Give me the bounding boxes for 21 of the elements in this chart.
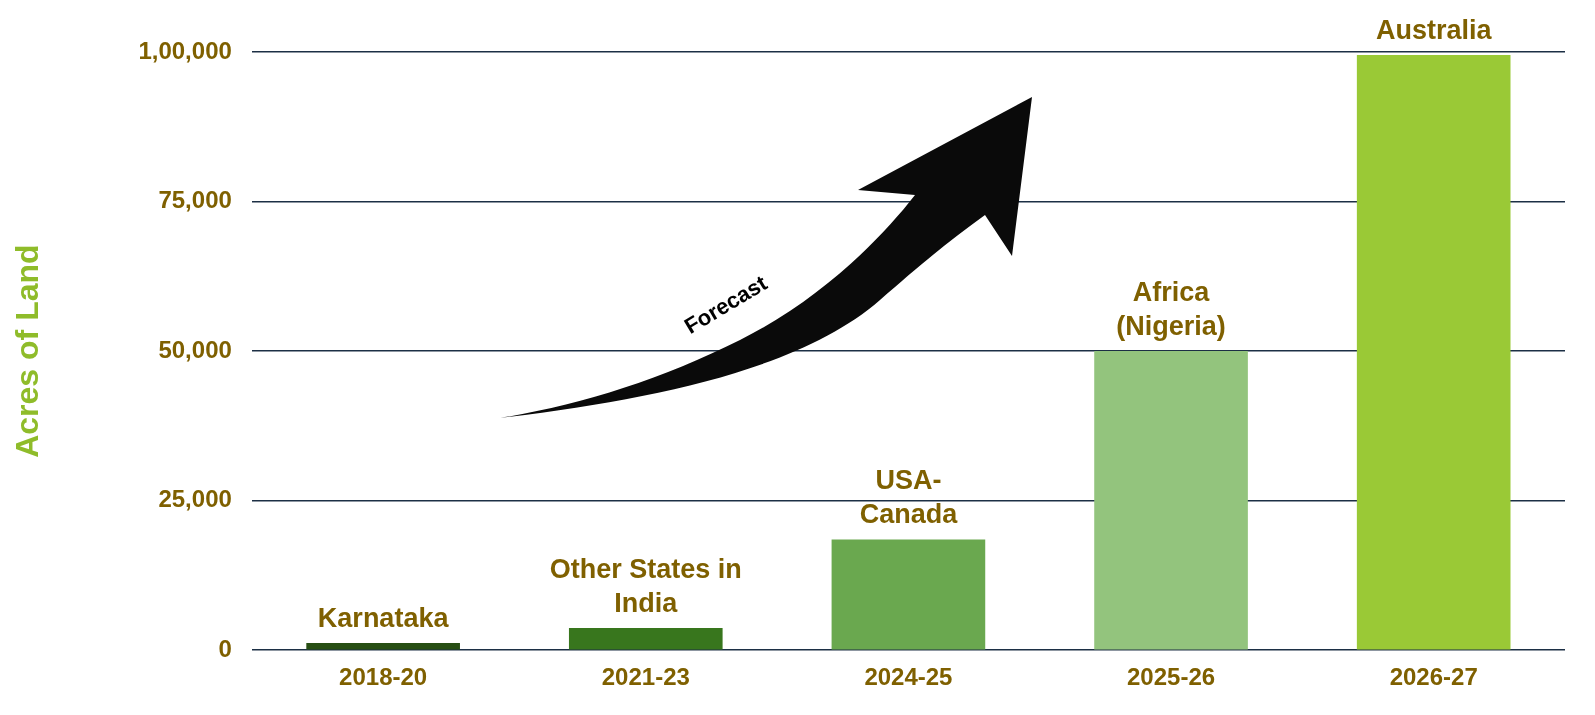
y-tick-label: 25,000 (158, 485, 232, 513)
x-tick-label: 2024-25 (864, 663, 953, 691)
y-tick-label: 50,000 (158, 335, 232, 363)
annotation: USA- Canada (859, 465, 959, 530)
bar (568, 628, 723, 650)
annotation: Australia (1375, 14, 1493, 45)
y-tick-label: 75,000 (158, 186, 232, 214)
annotation: Karnataka (317, 602, 450, 633)
bar (1094, 351, 1248, 650)
bar (831, 539, 986, 650)
x-tick-label: 2026-27 (1389, 663, 1478, 691)
x-tick-label: 2025-26 (1127, 663, 1216, 691)
y-axis-title: Acres of Land (9, 244, 46, 458)
annotation: Other States in India (549, 554, 742, 619)
x-tick-label: 2018-20 (339, 663, 428, 691)
x-tick-label: 2021-23 (601, 663, 690, 691)
bar (1356, 54, 1511, 650)
bar (306, 643, 460, 650)
annotation: Africa (Nigeria) (1116, 277, 1226, 342)
y-tick-label: 0 (218, 634, 232, 662)
y-tick-label: 1,00,000 (138, 36, 232, 64)
